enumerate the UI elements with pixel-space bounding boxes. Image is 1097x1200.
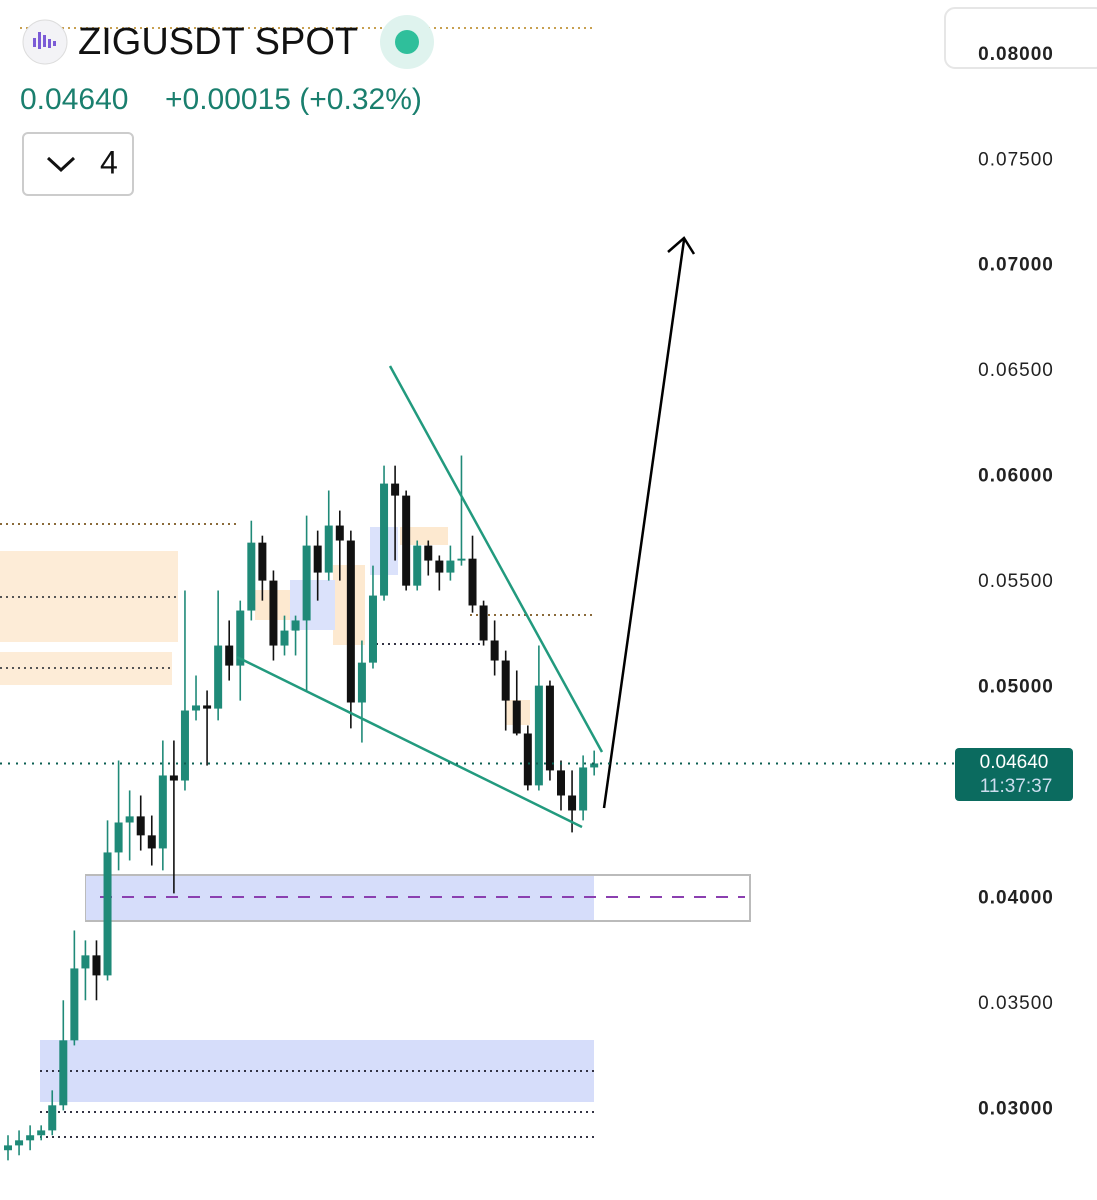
axis-panel xyxy=(944,7,1097,69)
y-tick-label: 0.06500 xyxy=(978,360,1054,381)
candle-body xyxy=(346,540,355,703)
y-tick-label: 0.03500 xyxy=(978,993,1054,1014)
symbol-title: ZIGUSDT SPOT xyxy=(78,21,358,63)
arrow-head xyxy=(667,236,696,255)
candle-body xyxy=(158,775,167,849)
candle-body xyxy=(269,580,278,646)
candle-body xyxy=(590,763,599,768)
y-tick-label: 0.03000 xyxy=(978,1098,1054,1119)
candle-body xyxy=(534,685,543,786)
candle-body xyxy=(512,700,521,734)
y-tick-label: 0.06000 xyxy=(978,466,1054,487)
candle-body xyxy=(579,767,588,811)
candle-body xyxy=(523,733,532,786)
trendline xyxy=(388,365,604,753)
candle-body xyxy=(368,595,377,663)
candles xyxy=(4,455,599,1161)
candle-body xyxy=(291,620,300,631)
candle-body xyxy=(457,558,466,561)
supply-zone xyxy=(400,527,448,545)
candle-body xyxy=(114,822,123,853)
candle-body xyxy=(557,770,565,796)
candle-body xyxy=(258,542,267,581)
price-axis: 0.08000 0.07500 0.07000 0.06500 0.06000 0.055… xyxy=(978,44,1054,1119)
candle-body xyxy=(501,660,510,701)
indicator-count[interactable]: 4 xyxy=(100,144,118,180)
candle-body xyxy=(446,560,455,573)
candle-body xyxy=(545,685,554,771)
y-tick-label: 0.04000 xyxy=(978,887,1054,908)
candle-body xyxy=(214,645,223,709)
candle-body xyxy=(26,1135,35,1141)
candle-body xyxy=(203,705,212,709)
candle-body xyxy=(136,816,145,836)
candle-body xyxy=(324,525,333,573)
candle-body xyxy=(280,630,289,646)
arrow xyxy=(602,239,686,809)
candle-body xyxy=(180,710,189,781)
trendline xyxy=(236,655,583,829)
candle-body xyxy=(247,542,256,611)
y-tick-label: 0.05000 xyxy=(978,677,1054,698)
candle-body xyxy=(413,545,422,586)
y-tick-label: 0.07500 xyxy=(978,149,1054,170)
supply-zone xyxy=(0,551,178,642)
candle-body xyxy=(357,662,366,703)
candle-body xyxy=(313,545,322,573)
candle-body xyxy=(568,795,577,811)
candle-body xyxy=(391,483,400,496)
y-tick-label: 0.05500 xyxy=(978,571,1054,592)
candle-body xyxy=(169,775,178,781)
candle-body xyxy=(380,483,389,596)
candle-body xyxy=(4,1145,12,1151)
candle-body xyxy=(335,525,344,541)
price-tag xyxy=(955,748,1073,801)
candle-body xyxy=(125,816,134,823)
price-tag-value: 0.04640 xyxy=(980,752,1049,773)
candle-body xyxy=(147,835,156,849)
candle-body xyxy=(435,560,444,573)
candle-body xyxy=(59,1040,68,1106)
candle-body xyxy=(103,852,112,976)
price-change: +0.00015 (+0.32%) xyxy=(165,83,422,116)
candle-body xyxy=(302,545,311,621)
candle-body xyxy=(468,558,477,606)
candle-body xyxy=(192,705,201,711)
demand-zone xyxy=(86,876,594,920)
candle-body xyxy=(37,1130,46,1136)
y-tick-label: 0.08000 xyxy=(978,44,1054,65)
symbol-glyph xyxy=(33,32,56,49)
last-price: 0.04640 xyxy=(20,83,128,116)
drawings xyxy=(236,236,696,829)
status-dot xyxy=(395,30,419,54)
candle-body xyxy=(48,1105,57,1131)
y-tick-label: 0.07000 xyxy=(978,255,1054,276)
candle-body xyxy=(490,640,499,661)
candle-body xyxy=(70,968,79,1041)
candle-body xyxy=(424,545,433,561)
candle-body xyxy=(479,605,488,641)
candle-body xyxy=(81,955,90,969)
candle-body xyxy=(92,955,101,976)
chevron xyxy=(46,156,76,173)
candle-body xyxy=(236,610,245,666)
candle-body xyxy=(15,1140,24,1146)
candle-body xyxy=(225,645,234,666)
candle-body xyxy=(402,495,411,586)
indicator-toggle[interactable] xyxy=(22,132,134,196)
countdown: 11:37:37 xyxy=(980,776,1053,797)
